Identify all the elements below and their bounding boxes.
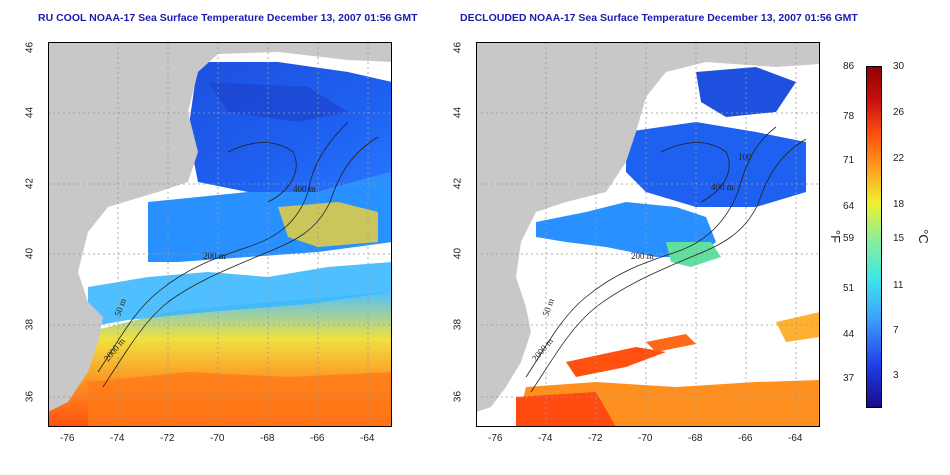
x-tick: -64 — [360, 433, 375, 444]
y-tick: 36 — [452, 390, 464, 403]
map-right: 200 m 400 m 100 50 m 2000 m — [476, 42, 820, 427]
title-right: DECLOUDED NOAA-17 Sea Surface Temperatur… — [460, 12, 858, 24]
c-tick: 30 — [893, 61, 905, 72]
x-tick: -64 — [788, 433, 803, 444]
y-tick: 42 — [24, 177, 36, 190]
c-tick: 18 — [893, 199, 905, 210]
x-tick: -72 — [160, 433, 175, 444]
contour-label-400m: 400 m — [293, 184, 316, 194]
f-tick: 59 — [843, 233, 855, 244]
x-tick: -70 — [638, 433, 653, 444]
x-tick: -70 — [210, 433, 225, 444]
f-tick: 78 — [843, 111, 855, 122]
f-tick: 44 — [843, 329, 855, 340]
x-tick: -74 — [110, 433, 125, 444]
x-tick: -66 — [310, 433, 325, 444]
contour-label-200m: 200 m — [631, 251, 654, 261]
contour-label-100: 100 — [738, 152, 752, 162]
x-tick: -72 — [588, 433, 603, 444]
y-tick: 46 — [452, 41, 464, 54]
y-tick: 44 — [24, 106, 36, 119]
x-tick: -68 — [688, 433, 703, 444]
c-tick: 7 — [893, 325, 899, 336]
celsius-unit-label: °C — [915, 229, 931, 244]
y-tick: 38 — [24, 318, 36, 331]
f-tick: 51 — [843, 283, 855, 294]
f-tick: 37 — [843, 373, 855, 384]
x-tick: -74 — [538, 433, 553, 444]
f-tick: 71 — [843, 155, 855, 166]
c-tick: 11 — [893, 280, 904, 291]
c-tick: 26 — [893, 107, 905, 118]
y-tick: 42 — [452, 177, 464, 190]
y-tick: 40 — [24, 247, 36, 260]
map-left: 200 m 400 m 50 m 2000 m — [48, 42, 392, 427]
contour-label-200m: 200 m — [203, 251, 226, 261]
y-tick: 36 — [24, 390, 36, 403]
y-tick: 40 — [452, 247, 464, 260]
x-tick: -76 — [60, 433, 75, 444]
f-tick: 86 — [843, 61, 855, 72]
y-tick: 44 — [452, 106, 464, 119]
colorbar — [866, 66, 882, 408]
y-tick: 46 — [24, 41, 36, 54]
c-tick: 22 — [893, 153, 905, 164]
title-left: RU COOL NOAA-17 Sea Surface Temperature … — [38, 12, 418, 24]
f-tick: 64 — [843, 201, 855, 212]
c-tick: 15 — [893, 233, 905, 244]
y-tick: 38 — [452, 318, 464, 331]
contour-label-400m: 400 m — [711, 182, 734, 192]
c-tick: 3 — [893, 370, 899, 381]
x-tick: -76 — [488, 433, 503, 444]
fahrenheit-unit-label: °F — [828, 229, 844, 244]
x-tick: -68 — [260, 433, 275, 444]
x-tick: -66 — [738, 433, 753, 444]
